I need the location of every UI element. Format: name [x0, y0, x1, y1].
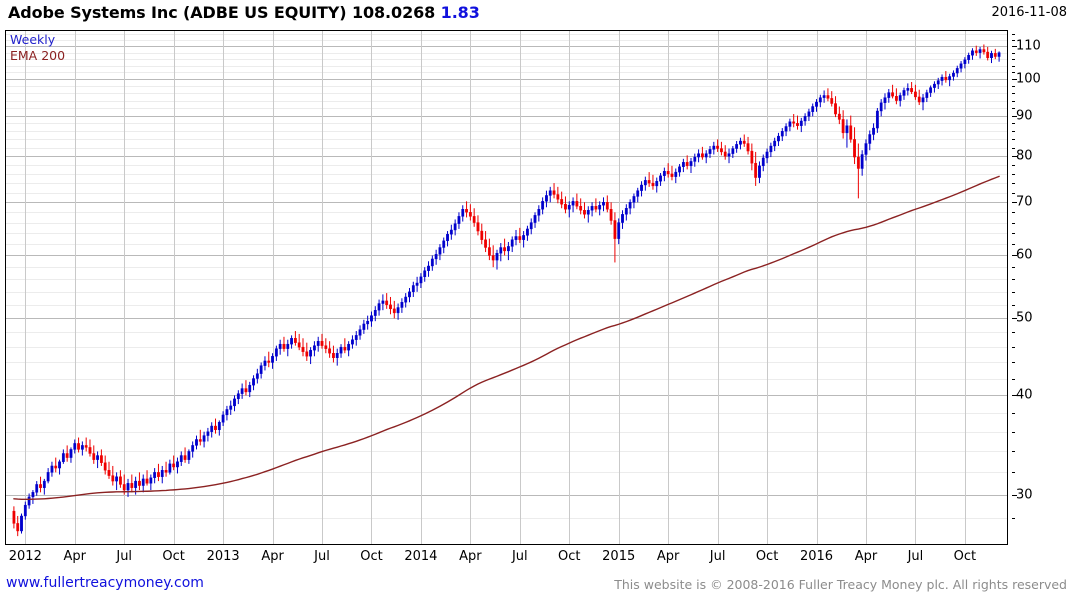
page-title: Adobe Systems Inc (ADBE US EQUITY) 108.0… — [8, 3, 480, 22]
y-axis-tick — [1012, 255, 1017, 257]
x-axis-label: Apr — [261, 549, 284, 564]
y-axis-minor-tick — [1012, 279, 1015, 281]
copyright-notice: This website is © 2008-2016 Fuller Treac… — [614, 577, 1067, 592]
y-axis-minor-tick — [1012, 72, 1015, 74]
y-axis-minor-tick — [1012, 59, 1015, 61]
instrument-title: Adobe Systems Inc (ADBE US EQUITY) 108.0… — [8, 3, 436, 22]
y-axis-label: 80 — [1016, 148, 1033, 164]
x-axis-label: Oct — [953, 549, 977, 564]
y-axis: 30 40 50 60 70 80 90 100 110 — [1012, 30, 1072, 545]
x-axis-label: Oct — [162, 549, 185, 564]
x-axis-label: 2013 — [206, 549, 240, 564]
x-axis-label: Apr — [656, 549, 680, 564]
y-axis-minor-tick — [1012, 304, 1015, 306]
y-axis-minor-tick — [1012, 431, 1015, 433]
x-axis-label: Oct — [755, 549, 779, 564]
y-axis-minor-tick — [1012, 100, 1015, 102]
chart-header: Adobe Systems Inc (ADBE US EQUITY) 108.0… — [0, 0, 1075, 28]
y-axis-minor-tick — [1012, 291, 1015, 293]
y-axis-minor-tick — [1012, 93, 1015, 95]
y-axis-minor-tick — [1012, 173, 1015, 175]
price-chart-svg — [6, 31, 1007, 544]
y-axis-minor-tick — [1012, 192, 1015, 194]
x-axis-label: Jul — [907, 549, 924, 564]
y-axis-minor-tick — [1012, 378, 1015, 380]
y-axis-minor-tick — [1012, 518, 1015, 520]
y-axis-label: 40 — [1016, 387, 1033, 403]
y-axis-tick — [1012, 156, 1017, 158]
x-axis-label: 2012 — [8, 549, 42, 564]
y-axis-minor-tick — [1012, 183, 1015, 185]
y-axis-minor-tick — [1012, 40, 1015, 42]
y-axis-label: 70 — [1016, 194, 1033, 210]
y-axis-minor-tick — [1012, 267, 1015, 269]
y-axis-minor-tick — [1012, 131, 1015, 133]
y-axis-tick — [1012, 202, 1017, 204]
y-axis-tick — [1012, 115, 1017, 117]
y-axis-minor-tick — [1012, 347, 1015, 349]
y-axis-minor-tick — [1012, 222, 1015, 224]
y-axis-minor-tick — [1012, 107, 1015, 109]
minor-gridlines — [6, 34, 1007, 519]
x-axis-label: Jul — [116, 549, 133, 564]
chart-plot-area[interactable] — [5, 30, 1008, 545]
y-axis-minor-tick — [1012, 472, 1015, 474]
x-axis-label: Apr — [459, 549, 482, 564]
y-axis-tick — [1012, 46, 1017, 48]
y-axis-minor-tick — [1012, 413, 1015, 415]
as-of-date: 2016-11-08 — [991, 5, 1067, 20]
candlestick-series — [12, 44, 1001, 537]
x-axis-label: 2016 — [799, 549, 834, 564]
ema-200-line — [13, 175, 1000, 501]
y-axis-minor-tick — [1012, 52, 1015, 54]
x-axis-label: Apr — [854, 549, 878, 564]
y-axis-minor-tick — [1012, 451, 1015, 453]
y-axis-minor-tick — [1012, 86, 1015, 88]
y-axis-minor-tick — [1012, 147, 1015, 149]
y-axis-minor-tick — [1012, 65, 1015, 67]
vertical-gridlines — [25, 31, 966, 544]
major-gridlines — [6, 46, 1007, 496]
y-axis-label: 90 — [1016, 108, 1033, 124]
x-axis-label: 2014 — [404, 549, 438, 564]
y-axis-minor-tick — [1012, 212, 1015, 214]
y-axis-label: 110 — [1016, 38, 1041, 54]
x-axis-label: Oct — [360, 549, 383, 564]
y-axis-label: 60 — [1016, 247, 1033, 263]
y-axis-minor-tick — [1012, 362, 1015, 364]
x-axis-label: Jul — [511, 549, 528, 564]
y-axis-label: 100 — [1016, 71, 1041, 87]
y-axis-minor-tick — [1012, 233, 1015, 235]
x-axis: 2012 Apr Jul Oct 2013 Apr Jul Oct 2014 Apr Jul Oct 2… — [0, 549, 1075, 569]
y-axis-label: 50 — [1016, 310, 1033, 326]
y-axis-minor-tick — [1012, 164, 1015, 166]
y-axis-minor-tick — [1012, 34, 1015, 35]
x-axis-label: Jul — [314, 549, 330, 564]
y-axis-label: 30 — [1016, 487, 1033, 503]
site-url[interactable]: www.fullertreacymoney.com — [6, 575, 204, 591]
y-axis-tick — [1012, 395, 1017, 397]
price-change: 1.83 — [440, 3, 480, 22]
x-axis-label: Apr — [63, 549, 87, 564]
y-axis-minor-tick — [1012, 244, 1015, 246]
x-axis-label: Oct — [558, 549, 581, 564]
x-axis-label: Jul — [709, 549, 726, 564]
y-axis-tick — [1012, 494, 1017, 496]
y-axis-tick — [1012, 318, 1017, 320]
y-axis-minor-tick — [1012, 123, 1015, 125]
y-axis-minor-tick — [1012, 139, 1015, 141]
y-axis-tick — [1012, 79, 1017, 81]
y-axis-minor-tick — [1012, 332, 1015, 334]
x-axis-label: 2015 — [602, 549, 636, 564]
